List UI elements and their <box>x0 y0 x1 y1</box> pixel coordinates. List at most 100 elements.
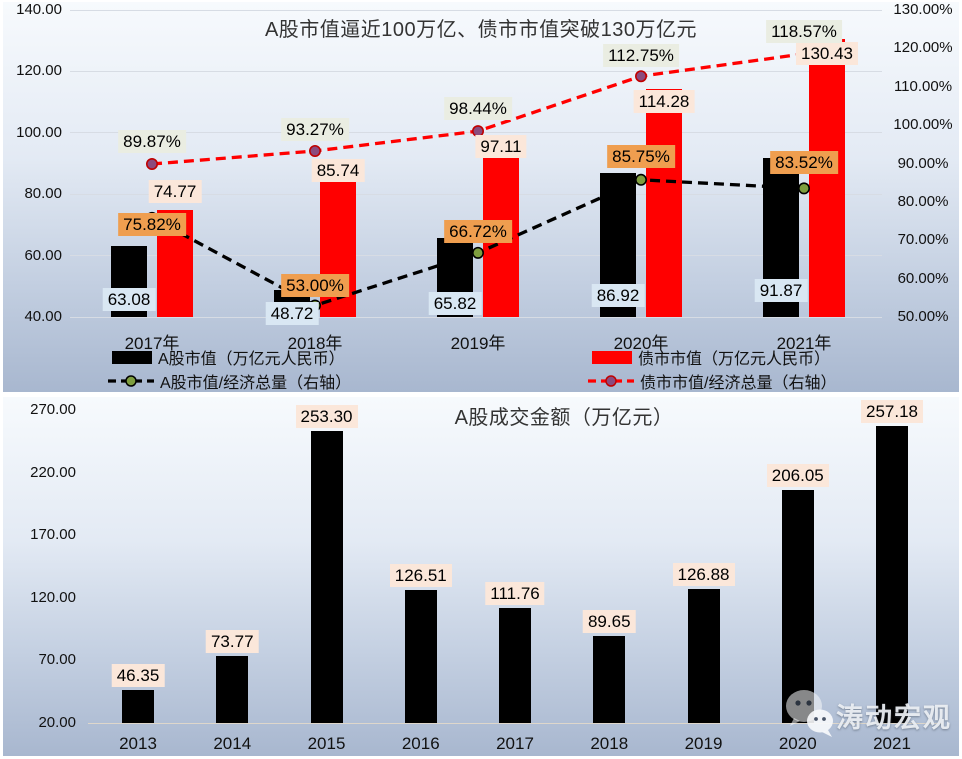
volume-bar <box>122 690 154 723</box>
y-axis-tick: 220.00 <box>30 463 76 481</box>
line-marker <box>797 182 810 195</box>
top-chart-title: A股市值逼近100万亿、债市市值突破130万亿元 <box>264 19 698 41</box>
x-axis-label: 2020年 <box>613 334 669 353</box>
bond-ratio-label: 89.87% <box>118 130 186 154</box>
x-axis-label: 2018年 <box>287 334 343 353</box>
bond-cap-value-label: 97.11 <box>475 134 527 158</box>
volume-bar <box>781 490 814 723</box>
volume-bar <box>499 608 531 723</box>
legend-item-bond-cap: 债市市值（万亿元人民币） <box>592 346 830 368</box>
y-axis-tick-right: 110.00% <box>893 77 953 95</box>
y-axis-tick-left: 40.00 <box>24 308 62 325</box>
wechat-icon <box>786 690 833 737</box>
volume-value-label: 126.51 <box>389 563 452 587</box>
x-axis-label: 2013 <box>119 734 157 753</box>
y-axis-tick-right: 120.00% <box>893 39 953 57</box>
bond-cap-value-label: 130.43 <box>796 42 858 66</box>
ashare-ratio-label: 83.52% <box>770 150 838 174</box>
volume-value-label: 206.05 <box>766 464 829 488</box>
x-axis-label: 2017 <box>496 734 534 753</box>
y-axis-tick-left: 100.00 <box>16 123 62 141</box>
x-axis-label: 2016 <box>401 734 440 753</box>
line-marker <box>471 246 484 259</box>
x-axis-label: 2018 <box>590 734 629 753</box>
ashare-ratio-line-swatch <box>108 375 154 387</box>
bottom-chart-title: A股成交金额（万亿元） <box>454 407 674 429</box>
y-axis-tick: 20.00 <box>38 714 76 731</box>
ashare-cap-value-label: 65.82 <box>428 292 482 315</box>
legend-item-bond-ratio: 债市市值/经济总量（右轴） <box>588 370 836 392</box>
gridline <box>70 316 882 318</box>
bond-cap-bar <box>646 88 682 317</box>
x-axis-label: 2015 <box>307 734 346 753</box>
legend-item-ashare-ratio: A股市值/经济总量（右轴） <box>108 370 351 392</box>
y-axis-tick-right: 100.00% <box>893 116 953 134</box>
bond-cap-value-label: 85.74 <box>311 158 365 182</box>
line-marker <box>634 70 647 83</box>
volume-value-label: 126.88 <box>672 563 735 587</box>
line-marker <box>146 157 159 170</box>
bond-cap-bar <box>809 39 845 317</box>
bond-ratio-line-swatch <box>588 375 634 387</box>
volume-value-label: 111.76 <box>485 582 545 606</box>
watermark: 涛动宏观 <box>780 684 958 740</box>
legend-label: A股市值/经济总量（右轴） <box>160 375 352 392</box>
y-axis-tick-right: 90.00% <box>897 154 949 172</box>
legend-item-ashare-cap: A股市值（万亿元人民币） <box>112 346 345 368</box>
ashare-ratio-label: 66.72% <box>444 220 512 244</box>
y-axis-tick-right: 80.00% <box>897 192 949 210</box>
x-axis-baseline <box>88 722 943 724</box>
bond-ratio-label: 93.27% <box>281 118 349 142</box>
x-axis-label: 2019 <box>684 734 723 753</box>
gridline <box>70 132 882 134</box>
x-axis-label: 2014 <box>213 734 252 753</box>
y-axis-tick-right: 50.00% <box>897 308 949 325</box>
x-axis-label: 2019年 <box>450 334 506 353</box>
legend-label: 债市市值/经济总量（右轴） <box>640 375 837 392</box>
bond-ratio-label: 112.75% <box>603 43 679 67</box>
gridline <box>70 70 882 72</box>
line-marker <box>308 144 321 157</box>
ashare-cap-value-label: 63.08 <box>102 288 156 311</box>
volume-bar <box>687 589 720 723</box>
ashare-cap-swatch <box>112 350 152 364</box>
ashare-cap-value-label: 86.92 <box>591 284 645 307</box>
volume-value-label: 46.35 <box>111 664 165 687</box>
volume-value-label: 73.77 <box>205 629 259 653</box>
y-axis-tick-left: 120.00 <box>16 62 62 80</box>
y-axis-tick-left: 60.00 <box>24 246 62 264</box>
watermark-text: 涛动宏观 <box>836 703 952 733</box>
line-marker <box>634 173 647 186</box>
x-axis-label: 2021年 <box>776 334 832 353</box>
volume-bar <box>876 426 908 723</box>
ashare-ratio-label: 75.82% <box>118 213 186 237</box>
x-axis-label: 2021 <box>873 734 911 753</box>
volume-value-label: 89.65 <box>582 609 636 633</box>
ashare-ratio-label: 53.00% <box>281 273 349 297</box>
volume-bar <box>310 430 343 723</box>
bond-ratio-label: 118.57% <box>766 20 842 44</box>
ashare-cap-value-label: 48.72 <box>265 302 319 325</box>
x-axis-label: 2017年 <box>124 334 180 353</box>
y-axis-tick-left: 80.00 <box>24 185 62 203</box>
legend-label: A股市值（万亿元人民币） <box>158 351 345 368</box>
volume-bar <box>593 635 626 723</box>
y-axis-tick: 70.00 <box>38 651 76 669</box>
x-axis-label: 2020 <box>778 734 817 753</box>
y-axis-tick: 270.00 <box>30 401 76 418</box>
ashare-ratio-label: 85.75% <box>607 145 675 169</box>
volume-value-label: 257.18 <box>861 400 923 424</box>
y-axis-tick-right: 130.00% <box>893 1 953 18</box>
y-axis-tick-right: 60.00% <box>897 269 949 287</box>
legend-label: 债市市值（万亿元人民币） <box>638 351 831 368</box>
y-axis-tick: 170.00 <box>30 526 76 544</box>
volume-value-label: 253.30 <box>295 404 358 428</box>
volume-bar <box>404 589 437 723</box>
gridline <box>70 9 882 11</box>
y-axis-tick-right: 70.00% <box>897 231 949 249</box>
bond-ratio-label: 98.44% <box>444 96 512 120</box>
volume-bar <box>216 655 249 723</box>
ashare-cap-value-label: 91.87 <box>754 279 808 302</box>
